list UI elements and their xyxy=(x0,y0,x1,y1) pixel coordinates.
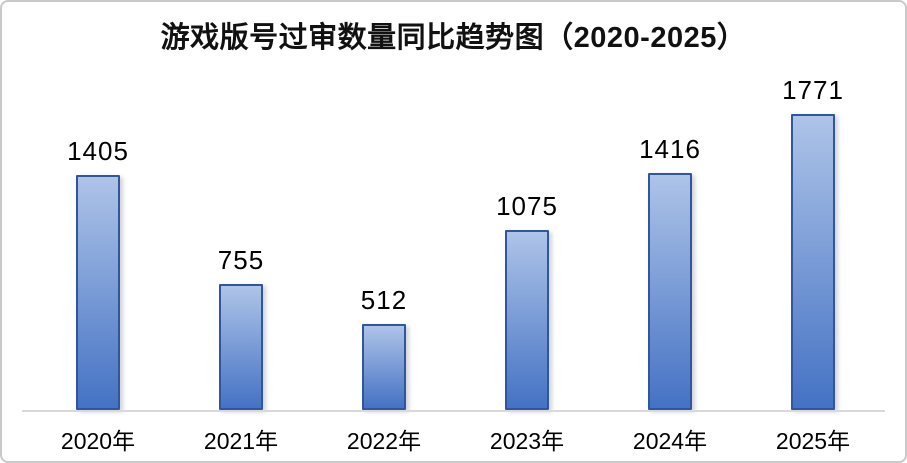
bar-group-2021年: 755 2021年 xyxy=(171,245,311,454)
bar-value-label: 1075 xyxy=(496,191,558,222)
x-axis-label: 2025年 xyxy=(775,428,851,454)
bar-value-label: 755 xyxy=(217,245,265,276)
bar-value-label: 1405 xyxy=(67,136,129,167)
bar-group-2023年: 1075 2023年 xyxy=(457,191,597,454)
bar-2021年 xyxy=(219,284,263,410)
bar-2020年 xyxy=(76,175,120,410)
bar-value-label: 1416 xyxy=(639,134,701,165)
bar-2022年 xyxy=(362,324,406,410)
plot-area: 1405 2020年 755 2021年 512 2022年 1075 2023年 1416 20… xyxy=(22,2,885,454)
bar-group-2022年: 512 2022年 xyxy=(314,285,454,454)
bar-group-2025年: 1771 2025年 xyxy=(743,75,883,454)
bar-2024年 xyxy=(648,173,692,410)
x-axis-line xyxy=(22,410,885,412)
x-axis-label: 2024年 xyxy=(632,428,708,454)
x-axis-label: 2022年 xyxy=(346,428,422,454)
bar-value-label: 512 xyxy=(360,285,408,316)
bar-value-label: 1771 xyxy=(782,75,844,106)
bar-2023年 xyxy=(505,230,549,410)
x-axis-label: 2020年 xyxy=(60,428,136,454)
x-axis-label: 2023年 xyxy=(489,428,565,454)
bar-group-2024年: 1416 2024年 xyxy=(600,134,740,454)
bar-group-2020年: 1405 2020年 xyxy=(28,136,168,454)
chart-title: 游戏版号过审数量同比趋势图（2020-2025） xyxy=(160,22,747,54)
bar-2025年 xyxy=(791,114,835,410)
x-axis-label: 2021年 xyxy=(203,428,279,454)
